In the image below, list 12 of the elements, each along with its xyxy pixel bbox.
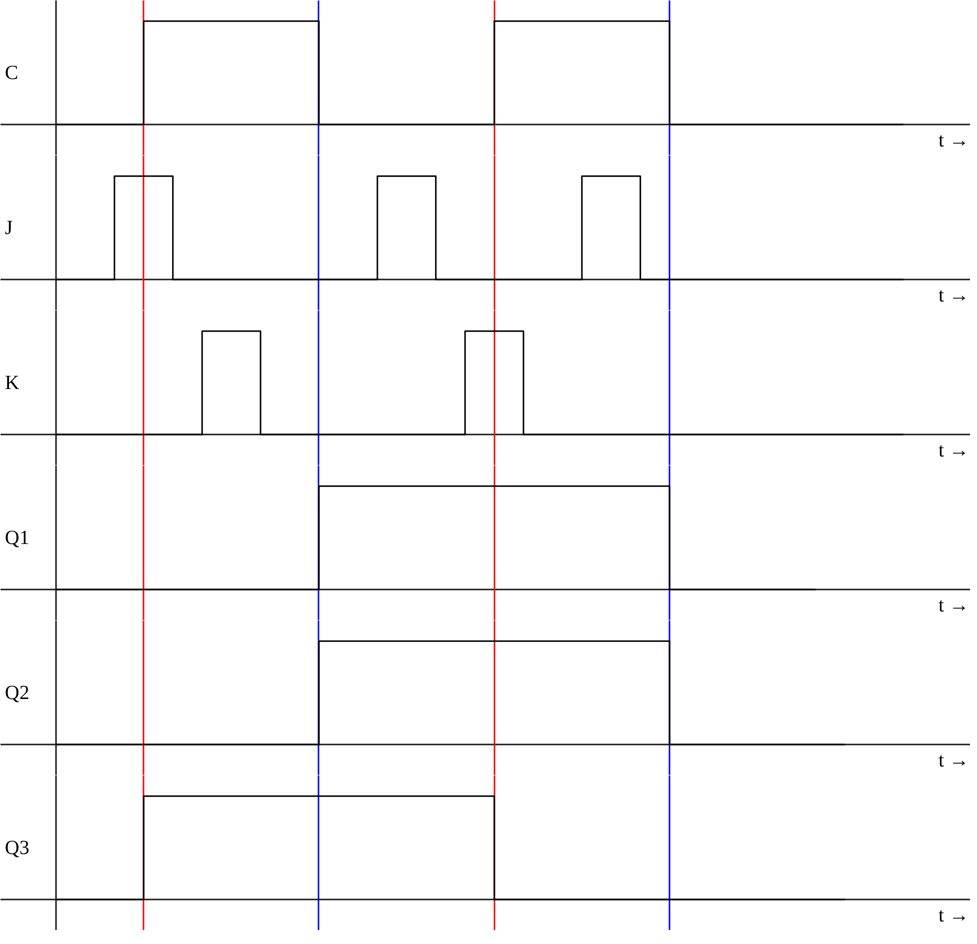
x-axis-title: t →	[938, 904, 970, 927]
x-axis-title: t →	[938, 750, 970, 772]
y-axis-title: Q2	[4, 682, 30, 704]
y-axis-title: C	[4, 62, 18, 84]
x-axis-title: t →	[938, 284, 970, 307]
x-axis-title: t →	[938, 594, 970, 617]
y-axis-title: Q3	[4, 836, 30, 859]
y-axis-title: J	[4, 216, 13, 239]
y-axis-title: Q1	[4, 526, 30, 549]
x-axis-title: t →	[938, 440, 970, 462]
x-axis-title: t →	[938, 130, 970, 152]
y-axis-title: K	[4, 372, 20, 394]
